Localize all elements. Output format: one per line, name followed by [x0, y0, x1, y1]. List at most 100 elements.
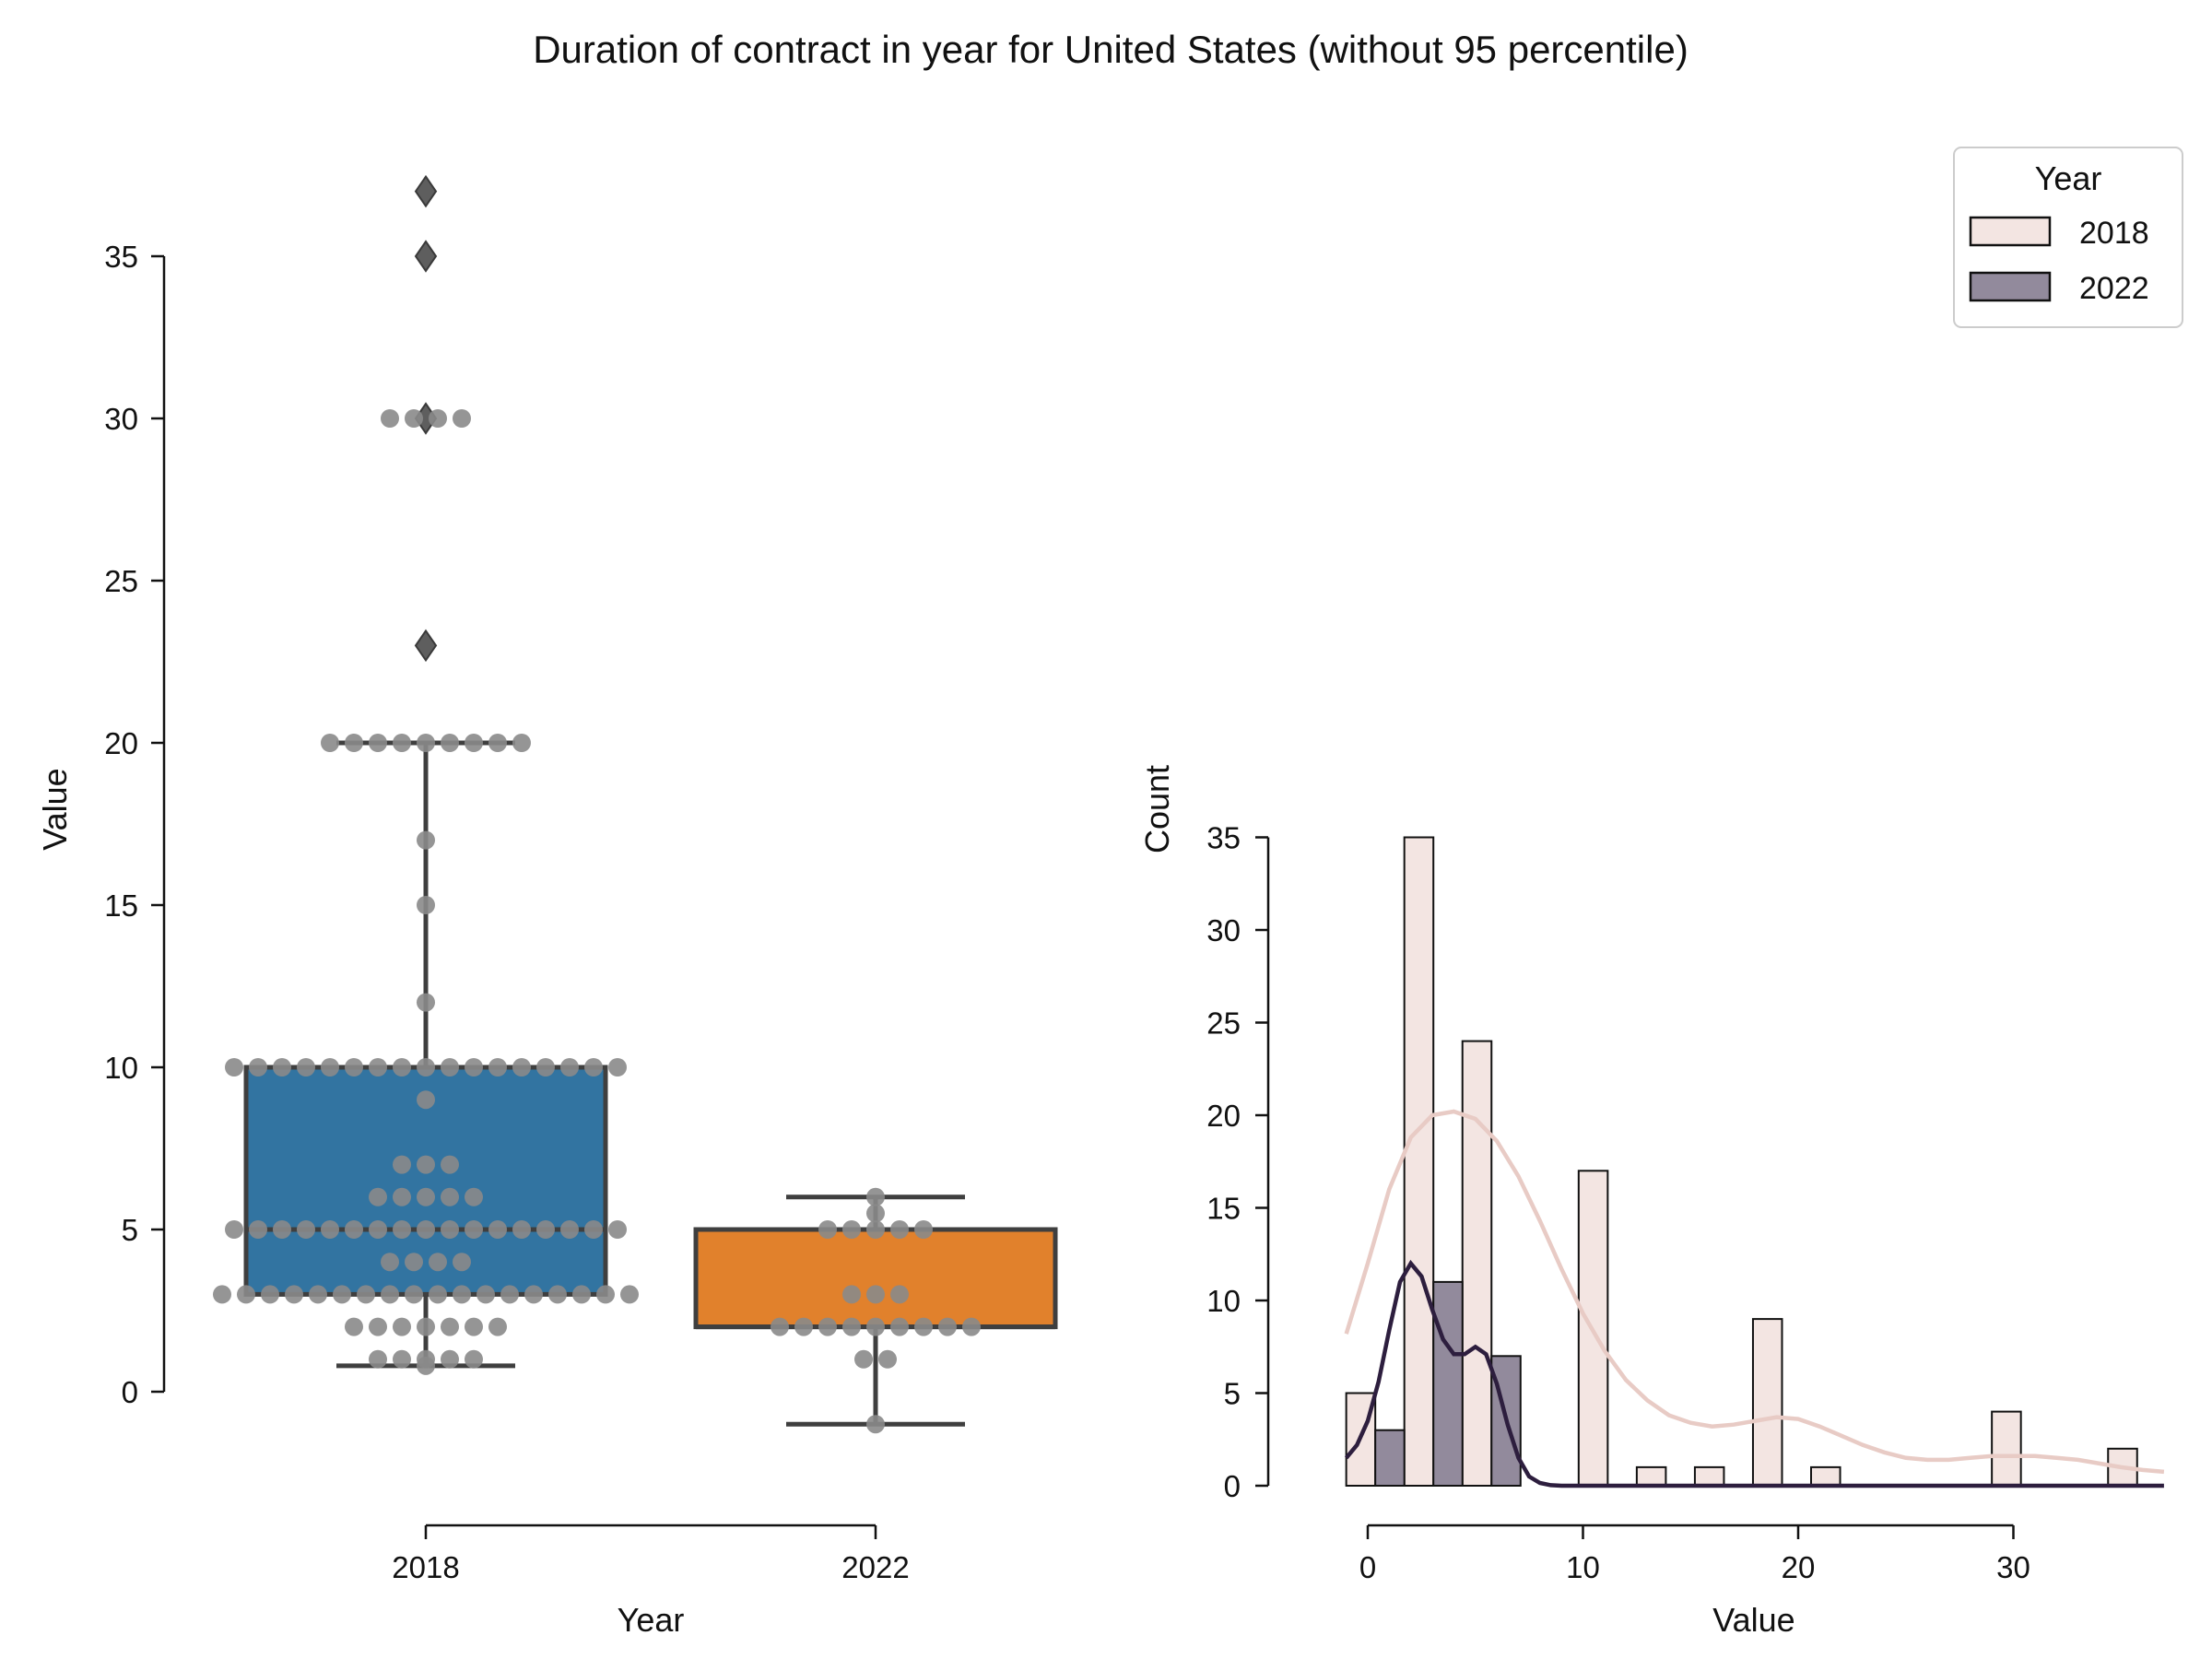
swarm-point: [441, 1220, 459, 1239]
histogram-panel: 0 5 10 15 20 25 30 35 Count 0 10 20 30 Value Year 2018 2…: [1138, 147, 2183, 1639]
swarm-point: [393, 1220, 411, 1239]
hist-y-tick-label: 15: [1206, 1192, 1241, 1226]
figure-title: Duration of contract in year for United …: [533, 28, 1688, 71]
swarm-point: [536, 1220, 555, 1239]
swarm-point: [914, 1317, 933, 1336]
swarm-point: [321, 1220, 339, 1239]
swarm-point: [237, 1285, 255, 1304]
swarm-point: [369, 1058, 387, 1077]
swarm-point: [417, 734, 435, 752]
swarm-point: [465, 1220, 483, 1239]
swarm-point: [560, 1220, 579, 1239]
swarm-point: [417, 1317, 435, 1336]
swarm-point: [297, 1058, 315, 1077]
swarm-point: [417, 1058, 435, 1077]
legend-label: 2022: [2079, 271, 2149, 306]
swarm-point: [842, 1317, 861, 1336]
swarm-point: [297, 1220, 315, 1239]
y-tick-label: 10: [104, 1051, 138, 1085]
swarm-point: [512, 734, 531, 752]
swarm-point: [866, 1415, 885, 1434]
outlier-point: [414, 174, 438, 208]
swarm-point: [417, 830, 435, 850]
swarm-point: [393, 734, 411, 752]
swarm-point: [890, 1220, 909, 1239]
swarm-point: [441, 1187, 459, 1206]
swarm-point: [453, 409, 471, 428]
swarm-point: [345, 1220, 363, 1239]
y-tick-label: 0: [122, 1375, 138, 1409]
swarm-point: [771, 1317, 789, 1336]
swarm-point: [914, 1220, 933, 1239]
swarm-point: [477, 1285, 495, 1304]
swarm-point: [321, 734, 339, 752]
swarm-point: [393, 1349, 411, 1369]
legend-swatch-2022: [1969, 271, 2052, 302]
x-axis-label: Year: [618, 1601, 685, 1639]
hist-bar-2018: [1810, 1465, 1841, 1488]
legend-swatch-2018: [1969, 216, 2052, 247]
swarm-point: [429, 1285, 447, 1304]
legend-title: Year: [2035, 159, 2102, 197]
swarm-point: [309, 1285, 327, 1304]
hist-x-tick-label: 30: [1996, 1550, 2030, 1584]
swarm-point: [273, 1058, 291, 1077]
swarm-point: [878, 1349, 897, 1369]
swarm-point: [405, 1285, 423, 1304]
swarm-point: [225, 1058, 243, 1077]
swarm-point: [381, 1253, 399, 1272]
swarm-point: [608, 1058, 627, 1077]
swarm-point: [441, 1155, 459, 1174]
swarm-point: [369, 1317, 387, 1336]
swarm-point: [794, 1317, 813, 1336]
y-tick-label: 25: [104, 564, 138, 598]
swarm-point: [393, 1317, 411, 1336]
swarm-point: [393, 1187, 411, 1206]
swarm-point: [584, 1220, 603, 1239]
hist-x-tick-label: 10: [1566, 1550, 1600, 1584]
swarm-point: [417, 1220, 435, 1239]
outlier-point: [414, 240, 438, 273]
box-2018: [243, 1065, 608, 1297]
swarm-point: [890, 1317, 909, 1336]
swarm-point: [429, 1253, 447, 1272]
hist-bar-2018: [1751, 1318, 1783, 1487]
swarm-point: [866, 1204, 885, 1223]
hist-y-tick-label: 5: [1224, 1377, 1241, 1411]
swarm-point: [405, 409, 423, 428]
swarm-point: [369, 1349, 387, 1369]
hist-y-tick-label: 35: [1206, 821, 1241, 855]
swarm-point: [465, 1349, 483, 1369]
legend: Year 2018 2022: [1953, 147, 2183, 328]
swarm-point: [465, 1058, 483, 1077]
swarm-point: [608, 1220, 627, 1239]
swarm-point: [866, 1285, 885, 1304]
kde-curve-2018: [1344, 1109, 2165, 1475]
swarm-point: [842, 1220, 861, 1239]
swarm-point: [417, 1187, 435, 1206]
swarm-point: [369, 1187, 387, 1206]
hist-bar-2022: [1374, 1429, 1406, 1487]
swarm-point: [441, 1058, 459, 1077]
swarm-point: [866, 1317, 885, 1336]
hist-x-tick-label: 0: [1359, 1550, 1376, 1584]
swarm-point: [345, 734, 363, 752]
swarm-point: [345, 1058, 363, 1077]
swarm-point: [273, 1220, 291, 1239]
swarm-point: [536, 1058, 555, 1077]
swarm-point: [321, 1058, 339, 1077]
legend-label: 2018: [2079, 216, 2149, 251]
swarm-point: [465, 1187, 483, 1206]
swarm-point: [938, 1317, 957, 1336]
hist-bar-2018: [1461, 1040, 1493, 1487]
swarm-point: [261, 1285, 279, 1304]
hist-x-tick-label: 20: [1782, 1550, 1816, 1584]
hist-y-tick-label: 25: [1206, 1006, 1241, 1041]
swarm-point: [488, 1220, 507, 1239]
swarm-point: [465, 734, 483, 752]
swarm-point: [453, 1285, 471, 1304]
swarm-point: [369, 1220, 387, 1239]
swarm-point: [962, 1317, 981, 1336]
y-tick-label: 20: [104, 726, 138, 760]
